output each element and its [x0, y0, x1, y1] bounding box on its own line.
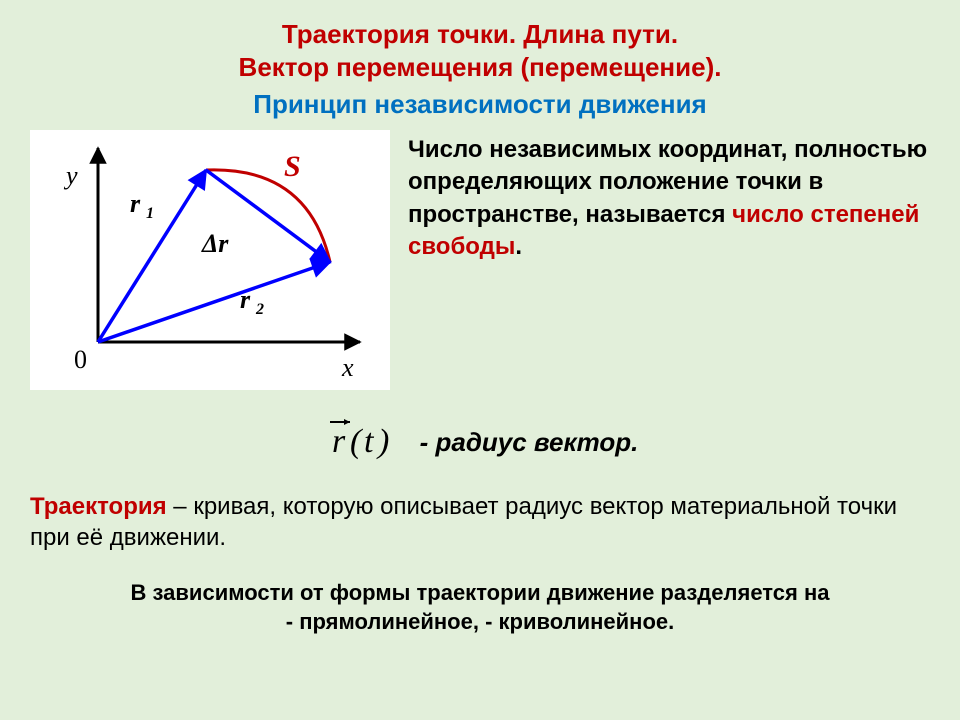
- svg-text:): ): [376, 423, 389, 460]
- radius-label: - радиус вектор.: [420, 427, 639, 458]
- subtitle: Принцип независимости движения: [30, 89, 930, 120]
- svg-text:1: 1: [146, 205, 154, 222]
- svg-text:r: r: [332, 423, 346, 460]
- svg-text:t: t: [364, 423, 375, 460]
- radius-vector-row: r ( t ) - радиус вектор.: [30, 412, 930, 473]
- footer: В зависимости от формы траектории движен…: [30, 579, 930, 636]
- radius-formula: r ( t ): [322, 412, 402, 473]
- svg-text:r: r: [240, 285, 251, 314]
- page-title: Траектория точки. Длина пути. Вектор пер…: [30, 18, 930, 83]
- content-row: yx0r1r2ΔrS Число независимых координат, …: [30, 130, 930, 390]
- svg-text:(: (: [350, 423, 364, 460]
- svg-text:2: 2: [255, 301, 264, 318]
- svg-text:x: x: [341, 353, 354, 382]
- svg-text:y: y: [63, 161, 78, 190]
- svg-text:S: S: [284, 150, 301, 183]
- title-line1: Траектория точки. Длина пути.: [282, 19, 678, 49]
- trajectory-definition: Траектория – кривая, которую описывает р…: [30, 491, 930, 553]
- svg-text:0: 0: [74, 345, 87, 374]
- traj-head: Траектория: [30, 493, 167, 520]
- def-part3: .: [515, 233, 522, 260]
- svg-text:r: r: [130, 189, 141, 218]
- dof-definition: Число независимых координат, полностью о…: [408, 130, 930, 264]
- svg-text:Δr: Δr: [201, 229, 229, 258]
- vector-diagram: yx0r1r2ΔrS: [30, 130, 390, 390]
- footer-line1: В зависимости от формы траектории движен…: [131, 580, 830, 605]
- title-line2: Вектор перемещения (перемещение).: [239, 52, 722, 82]
- footer-line2: - прямолинейное, - криволинейное.: [286, 609, 674, 634]
